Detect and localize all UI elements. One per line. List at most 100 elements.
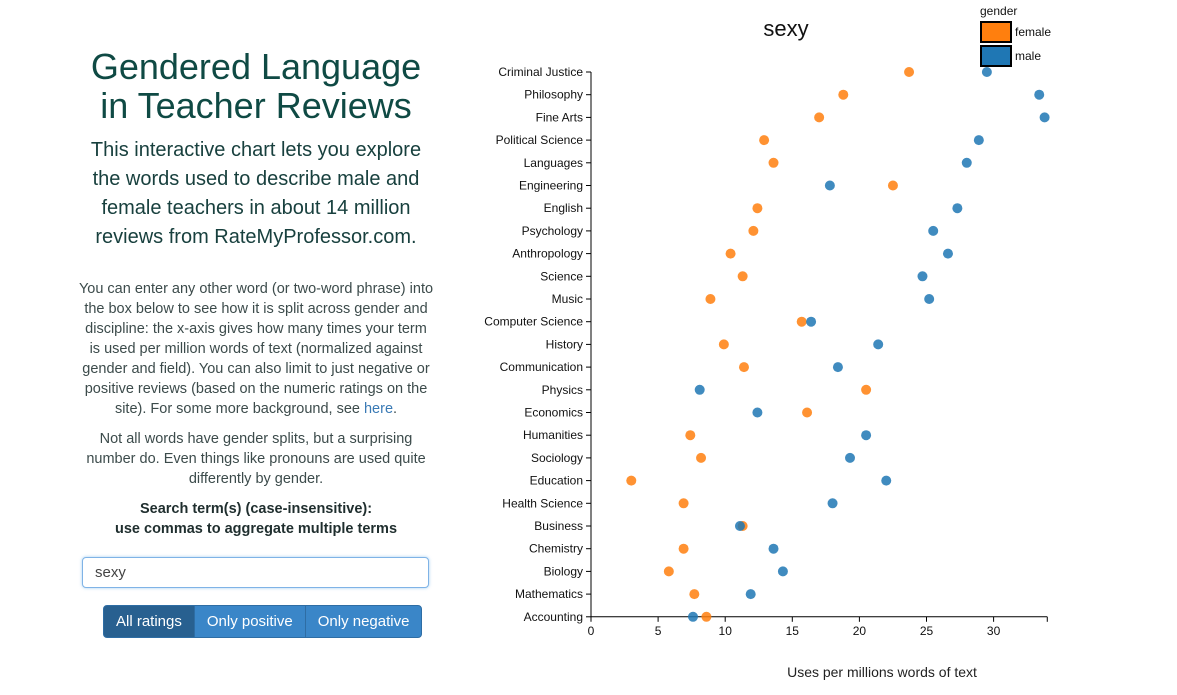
legend-label-male: male [1015, 49, 1041, 63]
female-point [796, 316, 807, 327]
male-point [981, 67, 992, 77]
female-point [663, 566, 674, 577]
y-tick-label: Health Science [502, 496, 583, 510]
female-point [725, 248, 736, 259]
y-tick-label: Mathematics [515, 587, 583, 601]
intro-paragraph-1-text: You can enter any other word (or two-wor… [78, 281, 434, 417]
female-point [904, 67, 915, 77]
search-label-line-1: Search term(s) (case-insensitive): [139, 501, 373, 517]
male-point [928, 225, 939, 236]
male-point [873, 339, 884, 350]
female-point [678, 543, 689, 554]
x-tick-label: 0 [588, 624, 595, 638]
search-input[interactable] [82, 557, 429, 588]
y-tick-label: Chemistry [529, 542, 583, 556]
female-point [701, 611, 712, 622]
only-positive-button[interactable]: Only positive [193, 605, 306, 638]
female-point [696, 452, 707, 463]
y-tick-label: English [544, 201, 583, 215]
male-point [832, 362, 843, 373]
intro-paragraph-1: You can enter any other word (or two-wor… [78, 279, 434, 419]
female-point [738, 362, 749, 373]
female-point [748, 225, 759, 236]
y-tick-label: History [546, 337, 583, 351]
rating-filter-group: All ratings Only positive Only negative [103, 605, 423, 638]
legend-swatch-male [980, 45, 1012, 67]
female-point [685, 430, 696, 441]
x-tick-label: 15 [786, 624, 800, 638]
y-tick-label: Psychology [522, 224, 583, 238]
x-tick-label: 10 [719, 624, 733, 638]
male-point [824, 180, 835, 191]
y-tick-label: Sociology [531, 451, 583, 465]
x-tick-label: 25 [920, 624, 934, 638]
female-point [626, 475, 637, 486]
male-point [827, 498, 838, 509]
male-point [942, 248, 953, 259]
legend-label-female: female [1015, 25, 1051, 39]
only-negative-button[interactable]: Only negative [304, 605, 423, 638]
male-point [694, 384, 705, 395]
male-point [752, 407, 763, 418]
male-point [917, 271, 928, 282]
y-tick-label: Physics [542, 383, 583, 397]
intro-panel: Gendered Language in Teacher Reviews Thi… [78, 0, 434, 539]
male-point [806, 316, 817, 327]
y-tick-label: Political Science [496, 133, 584, 147]
male-point [745, 589, 756, 600]
y-tick-label: Computer Science [484, 315, 583, 329]
y-tick-label: Communication [500, 360, 583, 374]
female-point [678, 498, 689, 509]
intro-paragraph-2: Not all words have gender splits, but a … [86, 431, 426, 487]
male-point [777, 566, 788, 577]
y-tick-label: Science [540, 269, 583, 283]
legend-swatch-female [980, 21, 1012, 43]
legend-title: gender [980, 4, 1017, 18]
y-tick-label: Languages [524, 156, 583, 170]
y-tick-label: Philosophy [524, 88, 583, 102]
male-point [924, 294, 935, 304]
search-label: Search term(s) (case-insensitive): use c… [78, 499, 434, 539]
female-point [718, 339, 729, 350]
x-tick-label: 20 [853, 624, 867, 638]
x-tick-label: 30 [987, 624, 1001, 638]
male-point [961, 157, 972, 168]
intro-subtitle: This interactive chart lets you explore … [90, 139, 422, 248]
female-point [861, 384, 872, 395]
female-point [768, 157, 779, 168]
y-tick-label: Business [534, 519, 583, 533]
female-point [814, 112, 825, 123]
page-title: Gendered Language in Teacher Reviews [90, 46, 422, 126]
female-point [802, 407, 813, 418]
all-ratings-button[interactable]: All ratings [103, 605, 195, 638]
intro-paragraph-1-end: . [393, 401, 398, 417]
male-point [734, 521, 745, 531]
x-axis-label: Uses per millions words of text [787, 664, 977, 680]
y-tick-label: Humanities [523, 428, 583, 442]
male-point [845, 452, 856, 463]
female-point [752, 203, 763, 214]
male-point [1034, 89, 1045, 100]
y-tick-label: Anthropology [512, 247, 583, 261]
female-point [887, 180, 898, 191]
y-tick-label: Criminal Justice [498, 65, 583, 79]
scatter-chart: sexy Criminal Justice Philosophy Fine Arts P… [484, 4, 1051, 680]
female-point [737, 271, 748, 282]
search-label-line-2: use commas to aggregate multiple terms [114, 521, 398, 537]
male-point [952, 203, 963, 214]
male-point [1039, 112, 1050, 123]
y-tick-label: Education [530, 474, 583, 488]
y-tick-label: Engineering [519, 179, 583, 193]
male-point [768, 543, 779, 554]
female-point [705, 294, 716, 304]
y-tick-label: Music [552, 292, 583, 306]
male-point [881, 475, 892, 486]
x-tick-label: 5 [655, 624, 662, 638]
y-tick-label: Fine Arts [536, 110, 583, 124]
chart-title: sexy [763, 16, 808, 41]
male-point [861, 430, 872, 441]
male-point [687, 611, 698, 622]
y-tick-label: Accounting [524, 610, 583, 624]
female-point [689, 589, 700, 600]
background-link[interactable]: here [363, 401, 394, 417]
